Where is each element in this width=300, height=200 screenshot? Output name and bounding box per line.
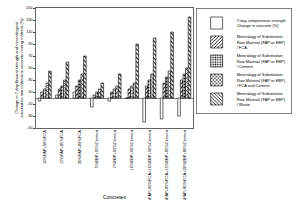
svg-text:10%FAP+90%FCA: 10%FAP+90%FCA	[42, 130, 47, 164]
svg-text:15%FAP+85%FCA+15%EBP+85%Cement: 15%FAP+85%FCA+15%EBP+85%Cement	[164, 129, 169, 200]
svg-text:15%FAP+85%FCA: 15%FAP+85%FCA	[59, 130, 64, 164]
svg-text:Mineralogy of SubstitutionRaw: Mineralogy of SubstitutionRaw Material (…	[237, 34, 286, 49]
svg-text:-10: -10	[27, 101, 34, 106]
svg-text:30: 30	[28, 77, 33, 82]
svg-text:Concretes: Concretes	[103, 194, 126, 200]
svg-text:10: 10	[28, 89, 33, 94]
svg-text:70: 70	[28, 53, 33, 58]
svg-text:7%EBP+93%Cement: 7%EBP+93%Cement	[112, 129, 117, 168]
svg-text:90: 90	[28, 41, 33, 46]
svg-text:110: 110	[26, 29, 33, 34]
svg-text:130: 130	[26, 17, 33, 22]
svg-text:Change in 7-day flexural stren: Change in 7-day flexural strength and mi…	[14, 18, 24, 118]
svg-text:50: 50	[28, 65, 33, 70]
svg-text:10%EBP+90%Cement: 10%EBP+90%Cement	[129, 129, 134, 170]
svg-text:150: 150	[26, 5, 33, 10]
svg-text:-50: -50	[27, 125, 34, 130]
svg-text:10%FAP+90%FCA+10%EBP+90%Cement: 10%FAP+90%FCA+10%EBP+90%Cement	[147, 129, 152, 200]
svg-text:-30: -30	[27, 113, 34, 118]
svg-text:7-day compressive strengthChan: 7-day compressive strengthChange in conc…	[237, 18, 286, 28]
svg-text:20%FAP+80%FCA+20%EBP+80%Cement: 20%FAP+80%FCA+20%EBP+80%Cement	[182, 129, 187, 200]
svg-text:Mineralogy of SubstitutionRaw: Mineralogy of SubstitutionRaw Material (…	[237, 72, 286, 87]
svg-text:5%EBP+95%Cement: 5%EBP+95%Cement	[94, 129, 99, 168]
svg-text:20%FAP+80%FCA: 20%FAP+80%FCA	[77, 130, 82, 164]
svg-text:Mineralogy of SubstitutionRaw: Mineralogy of SubstitutionRaw Material (…	[237, 91, 286, 106]
svg-text:Mineralogy of SubstitutionRaw: Mineralogy of SubstitutionRaw Material (…	[237, 53, 286, 68]
